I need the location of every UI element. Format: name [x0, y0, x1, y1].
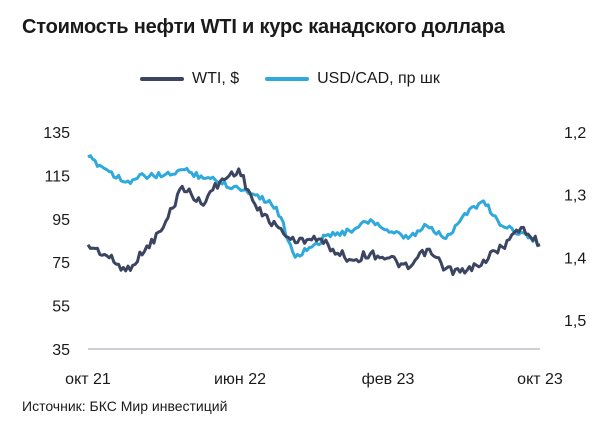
x-tick-label: окт 21 — [65, 371, 111, 388]
x-axis: окт 21 июн 22 фев 23 окт 23 — [65, 371, 563, 388]
y-axis-right: 1,2 1,3 1,4 1,5 — [564, 125, 586, 330]
chart-legend: WTI, $ USD/CAD, пр шк — [140, 70, 466, 88]
x-tick-label: окт 23 — [517, 371, 563, 388]
legend-item-usdcad: USD/CAD, пр шк — [265, 70, 440, 88]
chart-title: Стоимость нефти WTI и курс канадского до… — [22, 16, 505, 38]
series-line-wti — [86, 167, 541, 277]
x-tick-label: фев 23 — [362, 371, 415, 388]
y-left-tick-label: 35 — [52, 342, 70, 359]
legend-swatch-wti — [140, 77, 184, 81]
y-left-tick-label: 135 — [43, 125, 70, 142]
y-right-tick-label: 1,5 — [564, 313, 586, 330]
y-right-tick-label: 1,4 — [564, 250, 586, 267]
source-note: Источник: БКС Мир инвестиций — [22, 398, 228, 414]
y-right-tick-label: 1,2 — [564, 125, 586, 142]
legend-swatch-usdcad — [265, 77, 310, 81]
y-axis-left: 135 115 95 75 55 35 — [43, 125, 70, 359]
series-line-usdcad — [87, 154, 541, 259]
legend-label-usdcad: USD/CAD, пр шк — [317, 70, 440, 87]
y-left-tick-label: 115 — [44, 168, 70, 185]
legend-item-wti: WTI, $ — [140, 70, 239, 88]
y-left-tick-label: 75 — [52, 255, 70, 272]
y-right-tick-label: 1,3 — [564, 188, 586, 205]
series-layer — [86, 154, 541, 277]
y-left-tick-label: 95 — [52, 212, 70, 229]
x-tick-label: июн 22 — [214, 371, 266, 388]
legend-label-wti: WTI, $ — [192, 70, 240, 87]
y-left-tick-label: 55 — [52, 299, 70, 316]
